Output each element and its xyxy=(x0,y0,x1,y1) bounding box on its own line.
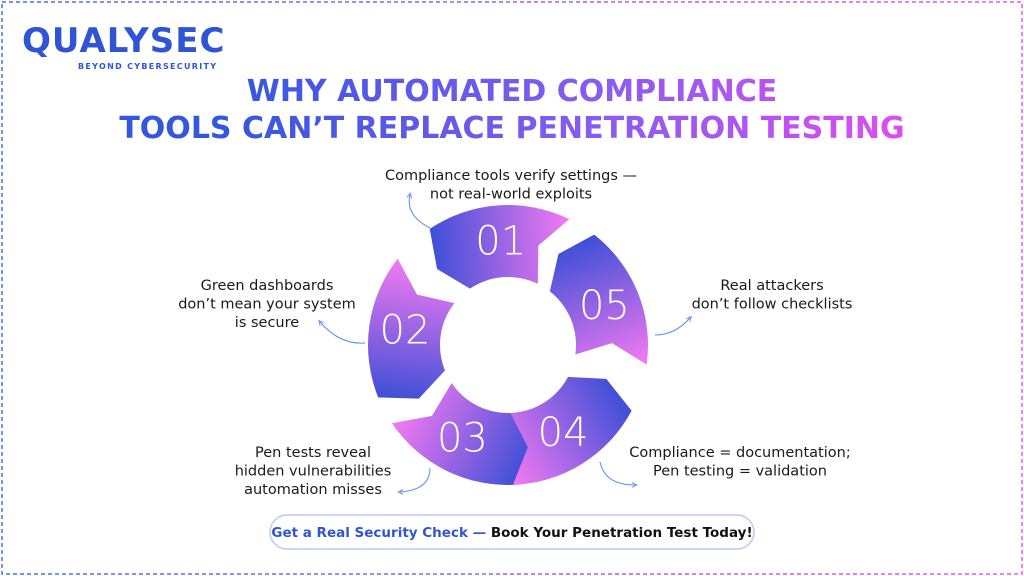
step-text: Pen testing = validation xyxy=(653,464,827,480)
step-number: 05 xyxy=(579,283,630,329)
step-text: Compliance = documentation; xyxy=(629,445,850,461)
connector-arrows xyxy=(320,195,690,492)
cycle-segment xyxy=(429,204,570,289)
arrow xyxy=(400,467,431,492)
step-number: 04 xyxy=(538,410,589,456)
logo: QUALYSEC BEYOND CYBERSECURITY xyxy=(22,21,225,71)
step-text: not real-world exploits xyxy=(430,187,592,203)
title-line: WHY AUTOMATED COMPLIANCE xyxy=(247,74,778,109)
title-line: TOOLS CAN’T REPLACE PENETRATION TESTING xyxy=(119,111,904,146)
cta-button[interactable] xyxy=(269,514,755,550)
cycle-ring: 01 02 03 04 05 xyxy=(368,204,648,486)
step-number: 02 xyxy=(380,308,431,354)
cta-text[interactable]: Book Your Penetration Test Today! xyxy=(491,525,753,541)
step-text: Green dashboards xyxy=(201,278,334,294)
step-text: Compliance tools verify settings — xyxy=(385,168,637,184)
cta[interactable]: Get a Real Security Check — Book Your Pe… xyxy=(269,514,755,550)
cta-label[interactable]: Get a Real Security Check — Book Your Pe… xyxy=(271,525,752,541)
arrow xyxy=(599,461,635,485)
arrow xyxy=(409,195,431,229)
cta-highlight[interactable]: Get a Real Security Check — xyxy=(271,525,486,541)
arrow xyxy=(654,318,690,336)
step-text: automation misses xyxy=(244,482,382,498)
logo-name: QUALYSEC xyxy=(22,21,225,61)
cycle-segment xyxy=(368,258,455,399)
cycle-segment xyxy=(549,234,648,365)
logo-tagline: BEYOND CYBERSECURITY xyxy=(78,62,217,71)
step-number: 01 xyxy=(475,218,526,264)
step-text: Real attackers xyxy=(720,278,823,294)
step-text: don’t follow checklists xyxy=(692,297,853,313)
step-number: 03 xyxy=(437,415,488,461)
step-text: Pen tests reveal xyxy=(255,445,371,461)
step-text: don’t mean your system xyxy=(178,297,356,313)
step-text: hidden vulnerabilities xyxy=(235,464,392,480)
cycle-segment xyxy=(510,376,632,485)
step-text: is secure xyxy=(235,315,299,331)
cycle-segment xyxy=(391,383,532,486)
arrow xyxy=(320,322,366,344)
